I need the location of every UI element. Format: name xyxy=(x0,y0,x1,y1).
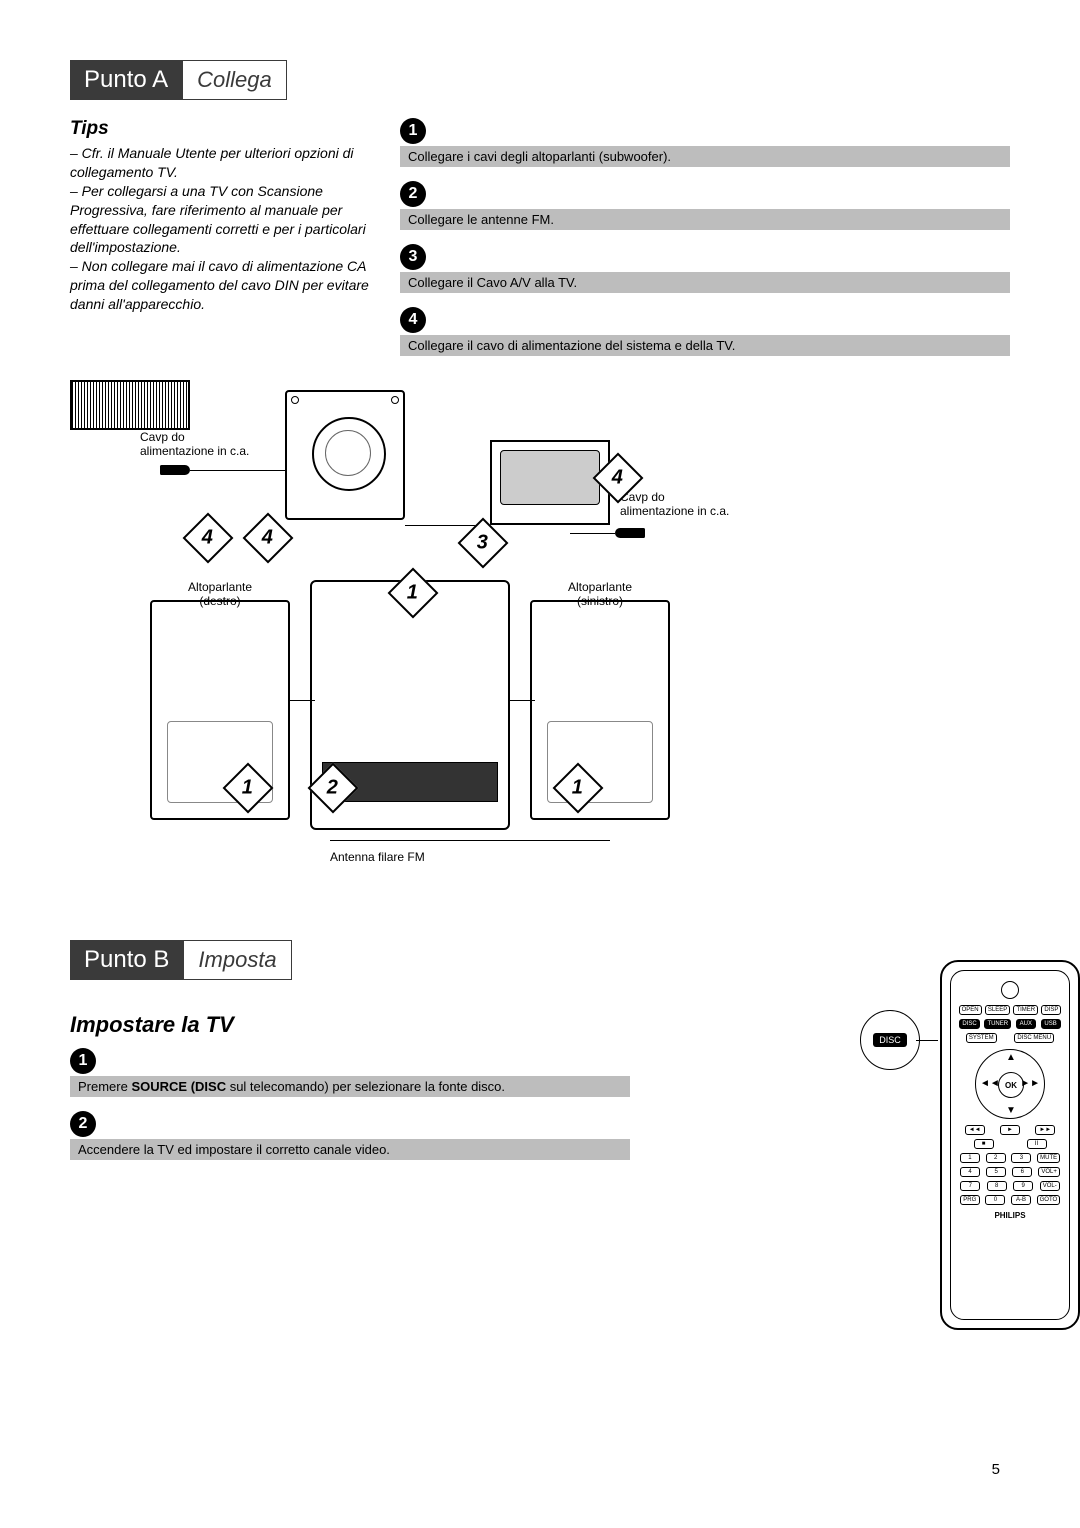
step-num-icon: 2 xyxy=(70,1111,96,1137)
amplifier-icon xyxy=(70,380,190,430)
power-icon xyxy=(1001,981,1019,999)
arrow-right-icon: ►► xyxy=(1020,1078,1040,1089)
remote-btn: 1 xyxy=(960,1153,980,1163)
punto-b-section: Punto B Imposta Impostare la TV 1 Premer… xyxy=(70,940,630,1160)
antenna-label: Antenna filare FM xyxy=(330,850,425,864)
speaker-right-label: Altoparlante (destro) xyxy=(170,580,270,608)
diamond-4-icon: 4 xyxy=(243,513,294,564)
step-b1-post: sul telecomando) per selezionare la font… xyxy=(226,1079,505,1094)
step-a3: 3 Collegare il Cavo A/V alla TV. xyxy=(400,244,1010,293)
remote-row: ◄◄ ► ►► xyxy=(957,1125,1063,1135)
step-num-icon: 1 xyxy=(400,118,426,144)
plug-icon xyxy=(160,465,190,475)
punto-b-dark: Punto B xyxy=(70,940,183,980)
step-b2: 2 Accendere la TV ed impostare il corret… xyxy=(70,1111,630,1160)
remote-btn: 5 xyxy=(986,1167,1006,1177)
remote-row: ■ II xyxy=(957,1139,1063,1149)
step-b1-bold: SOURCE (DISC xyxy=(131,1079,226,1094)
remote-btn: TUNER xyxy=(984,1019,1011,1029)
remote-btn: SLEEP xyxy=(985,1005,1010,1015)
remote-brand: PHILIPS xyxy=(957,1211,1063,1220)
step-bar: Collegare i cavi degli altoparlanti (sub… xyxy=(400,146,1010,167)
disc-callout: DISC xyxy=(860,1010,920,1070)
arrow-left-icon: ◄◄ xyxy=(980,1078,1000,1089)
remote-btn: 0 xyxy=(985,1195,1005,1205)
plug-icon xyxy=(615,528,645,538)
remote-btn: USB xyxy=(1041,1019,1061,1029)
punto-b-light: Imposta xyxy=(183,940,291,980)
callout-line xyxy=(916,1040,938,1041)
punto-a-header: Punto A Collega xyxy=(70,60,287,100)
remote-btn: ◄◄ xyxy=(965,1125,985,1135)
remote-btn: ► xyxy=(1000,1125,1020,1135)
arrow-up-icon: ▲ xyxy=(1006,1052,1016,1063)
step-b1-pre: Premere xyxy=(78,1079,131,1094)
speaker-left-label: Altoparlante (sinistro) xyxy=(550,580,650,608)
top-row: Tips – Cfr. il Manuale Utente per ulteri… xyxy=(70,118,1010,370)
remote-row: 4 5 6 VOL+ xyxy=(957,1167,1063,1177)
remote-control-icon: OPEN SLEEP TIMER DISP DISC TUNER AUX USB… xyxy=(940,960,1080,1330)
tv-icon xyxy=(490,440,610,525)
step-bar: Accendere la TV ed impostare il corretto… xyxy=(70,1139,630,1160)
remote-btn: 2 xyxy=(986,1153,1006,1163)
step-bar: Collegare il cavo di alimentazione del s… xyxy=(400,335,1010,356)
disc-tag: DISC xyxy=(873,1033,907,1047)
step-a4: 4 Collegare il cavo di alimentazione del… xyxy=(400,307,1010,356)
remote-row: DISC TUNER AUX USB xyxy=(957,1019,1063,1029)
remote-btn: DISC MENU xyxy=(1014,1033,1054,1043)
remote-btn: GOTO xyxy=(1037,1195,1061,1205)
remote-row: 1 2 3 MUTE xyxy=(957,1153,1063,1163)
remote-btn: 6 xyxy=(1012,1167,1032,1177)
remote-row: OPEN SLEEP TIMER DISP xyxy=(957,1005,1063,1015)
remote-btn: ■ xyxy=(974,1139,994,1149)
remote-btn: MUTE xyxy=(1037,1153,1060,1163)
page-number: 5 xyxy=(992,1461,1000,1478)
step-bar: Collegare le antenne FM. xyxy=(400,209,1010,230)
remote-btn: AUX xyxy=(1016,1019,1036,1029)
remote-btn: 9 xyxy=(1013,1181,1033,1191)
steps-a-column: 1 Collegare i cavi degli altoparlanti (s… xyxy=(400,118,1010,370)
remote-dpad: OK ▲ ▼ ◄◄ ►► xyxy=(975,1049,1045,1119)
remote-btn: TIMER xyxy=(1013,1005,1038,1015)
step-bar: Premere SOURCE (DISC sul telecomando) pe… xyxy=(70,1076,630,1097)
remote-btn: 3 xyxy=(1011,1153,1031,1163)
power-cable-label-left: Cavp do alimentazione in c.a. xyxy=(140,430,250,458)
step-a1: 1 Collegare i cavi degli altoparlanti (s… xyxy=(400,118,1010,167)
step-num-icon: 2 xyxy=(400,181,426,207)
power-cable-label-right: Cavp do alimentazione in c.a. xyxy=(620,490,730,518)
tips-body: – Cfr. il Manuale Utente per ulteriori o… xyxy=(70,144,370,314)
arrow-down-icon: ▼ xyxy=(1006,1105,1016,1116)
subwoofer-icon xyxy=(285,390,405,520)
step-num-icon: 3 xyxy=(400,244,426,270)
step-num-icon: 4 xyxy=(400,307,426,333)
tips-column: Tips – Cfr. il Manuale Utente per ulteri… xyxy=(70,118,370,314)
remote-btn: SYSTEM xyxy=(966,1033,997,1043)
remote-row: 7 8 9 VOL- xyxy=(957,1181,1063,1191)
remote-btn: VOL+ xyxy=(1038,1167,1060,1177)
step-bar: Collegare il Cavo A/V alla TV. xyxy=(400,272,1010,293)
remote-btn: PRG xyxy=(960,1195,980,1205)
remote-btn: OPEN xyxy=(959,1005,982,1015)
step-b1: 1 Premere SOURCE (DISC sul telecomando) … xyxy=(70,1048,630,1097)
punto-b-header: Punto B Imposta xyxy=(70,940,292,980)
step-a2: 2 Collegare le antenne FM. xyxy=(400,181,1010,230)
remote-row: SYSTEM DISC MENU xyxy=(957,1033,1063,1043)
remote-btn: 4 xyxy=(960,1167,980,1177)
diamond-4-icon: 4 xyxy=(183,513,234,564)
step-num-icon: 1 xyxy=(70,1048,96,1074)
remote-btn: DISP xyxy=(1041,1005,1061,1015)
punto-a-dark: Punto A xyxy=(70,60,182,100)
punto-a-light: Collega xyxy=(182,60,287,100)
remote-row: PRG 0 A-B GOTO xyxy=(957,1195,1063,1205)
remote-btn-disc: DISC xyxy=(959,1019,979,1029)
remote-btn: 7 xyxy=(960,1181,980,1191)
punto-b-subtitle: Impostare la TV xyxy=(70,1012,630,1038)
remote-btn: II xyxy=(1027,1139,1047,1149)
remote-btn: A-B xyxy=(1011,1195,1031,1205)
remote-btn: VOL- xyxy=(1040,1181,1060,1191)
connection-diagram: Cavp do alimentazione in c.a. Cavp do al… xyxy=(70,380,1010,900)
tips-title: Tips xyxy=(70,118,370,140)
remote-btn: ►► xyxy=(1035,1125,1055,1135)
remote-btn: 8 xyxy=(987,1181,1007,1191)
